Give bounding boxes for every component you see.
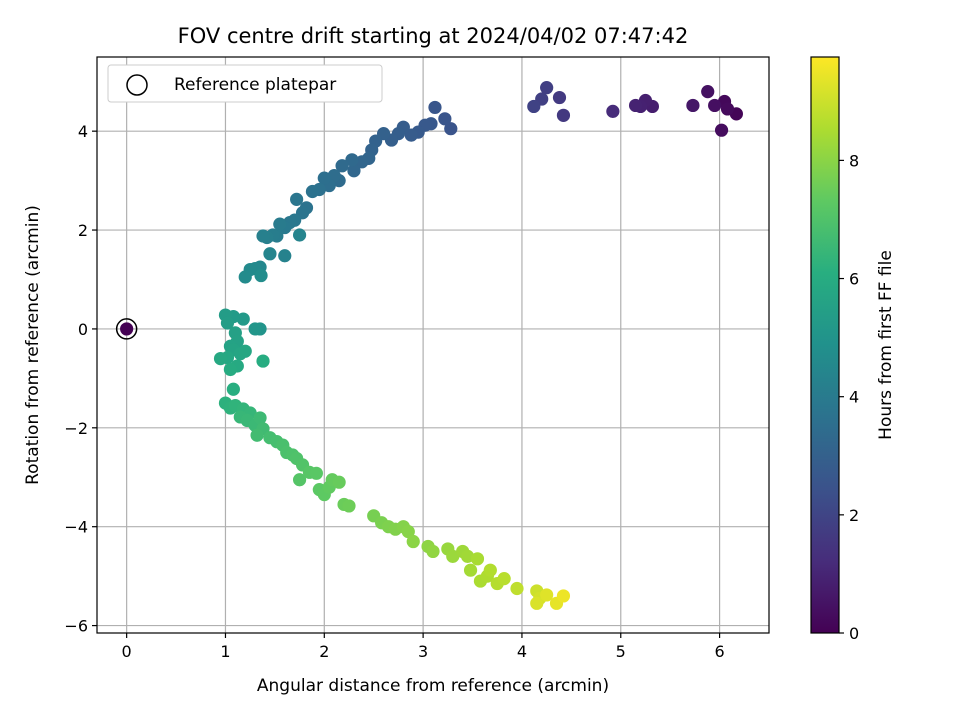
scatter-point: [556, 108, 571, 122]
x-axis-label: Angular distance from reference (arcmin): [257, 676, 609, 696]
y-tick-label: 4: [78, 122, 88, 141]
scatter-point: [327, 169, 341, 183]
colorbar: 0 2 4 6 8 Hours from first FF file: [810, 56, 896, 643]
scatter-point: [426, 544, 440, 559]
scatter-point: [701, 85, 715, 99]
scatter-point: [238, 270, 252, 284]
scatter-point: [256, 354, 270, 368]
scatter-point: [254, 268, 268, 283]
colorbar-tick-label: 0: [849, 624, 859, 643]
scatter-point: [428, 100, 442, 115]
x-tick-label: 5: [616, 642, 626, 661]
scatter-point: [253, 411, 267, 425]
scatter-point: [540, 588, 554, 602]
scatter-point: [628, 98, 643, 113]
legend-box: [107, 64, 383, 103]
scatter-point: [552, 90, 567, 105]
y-tick-label: −2: [64, 419, 88, 438]
colorbar-tick-label: 8: [849, 151, 859, 170]
y-tick-label: 0: [78, 320, 88, 339]
scatter-point: [238, 344, 252, 358]
data-points: [115, 81, 743, 610]
scatter-point: [263, 247, 277, 261]
scatter-point: [335, 159, 349, 173]
scatter-point: [248, 322, 262, 336]
x-axis-ticks: 0 1 2 3 4 5 6: [122, 633, 725, 661]
y-tick-label: −4: [64, 518, 88, 537]
scatter-point: [220, 316, 235, 330]
scatter-point: [309, 466, 323, 480]
scatter-point: [540, 81, 554, 95]
scatter-point: [510, 581, 524, 596]
colorbar-tick-label: 4: [849, 388, 859, 407]
scatter-point: [317, 171, 331, 185]
scatter-point: [714, 123, 729, 137]
legend: Reference platepar: [107, 64, 383, 103]
scatter-point: [708, 98, 722, 113]
scatter-point: [530, 596, 544, 610]
plot-background: [97, 57, 769, 633]
x-tick-label: 0: [122, 642, 132, 661]
scatter-point: [120, 322, 134, 336]
y-tick-label: 2: [78, 221, 88, 240]
scatter-point: [223, 362, 238, 377]
colorbar-tick-label: 6: [849, 270, 859, 289]
scatter-point: [686, 98, 700, 113]
scatter-point: [556, 589, 571, 603]
scatter-point: [290, 192, 304, 206]
colorbar-frame: [810, 56, 840, 634]
colorbar-tick-label: 2: [849, 506, 859, 525]
scatter-point: [347, 164, 361, 178]
scatter-point: [278, 249, 292, 263]
scatter-point: [444, 122, 458, 136]
x-tick-label: 3: [418, 642, 428, 661]
scatter-point: [470, 552, 485, 566]
scatter-point: [236, 312, 250, 326]
x-tick-label: 2: [319, 642, 329, 661]
scatter-point: [332, 475, 346, 489]
scatter-point: [463, 563, 478, 577]
scatter-point: [292, 473, 307, 487]
scatter-point: [355, 155, 369, 169]
y-tick-label: −6: [64, 617, 88, 636]
scatter-point: [527, 99, 541, 114]
scatter-point: [720, 102, 735, 116]
scatter-point: [305, 184, 320, 199]
legend-marker-icon: [126, 74, 148, 96]
scatter-point: [213, 351, 228, 366]
scatter-point: [250, 428, 264, 442]
scatter-point: [438, 112, 452, 126]
scatter-point: [406, 534, 420, 549]
scatter-point: [292, 228, 307, 242]
colorbar-ticks: 0 2 4 6 8: [839, 151, 859, 643]
scatter-point: [497, 572, 511, 586]
scatter-point: [460, 549, 475, 563]
plot-frame: [96, 56, 770, 634]
scatter-point: [345, 153, 359, 167]
scatter-point: [256, 229, 270, 243]
colorbar-label: Hours from first FF file: [876, 250, 896, 440]
y-axis-ticks: −6 −4 −2 0 2 4: [64, 122, 97, 636]
colorbar-gradient: [811, 57, 839, 633]
scatter-point: [342, 499, 356, 513]
y-axis-label: Rotation from reference (arcmin): [23, 205, 43, 485]
legend-label: Reference platepar: [174, 75, 336, 95]
chart-title: FOV centre drift starting at 2024/04/02 …: [178, 24, 689, 48]
scatter-point: [483, 563, 497, 577]
scatter-point: [446, 549, 460, 563]
x-tick-label: 1: [220, 642, 230, 661]
x-tick-label: 6: [714, 642, 724, 661]
reference-marker: [115, 318, 138, 340]
scatter-point: [606, 104, 620, 118]
x-tick-label: 4: [517, 642, 527, 661]
scatter-point: [273, 217, 287, 231]
scatter-point: [401, 525, 415, 539]
scatter-point: [226, 382, 240, 396]
